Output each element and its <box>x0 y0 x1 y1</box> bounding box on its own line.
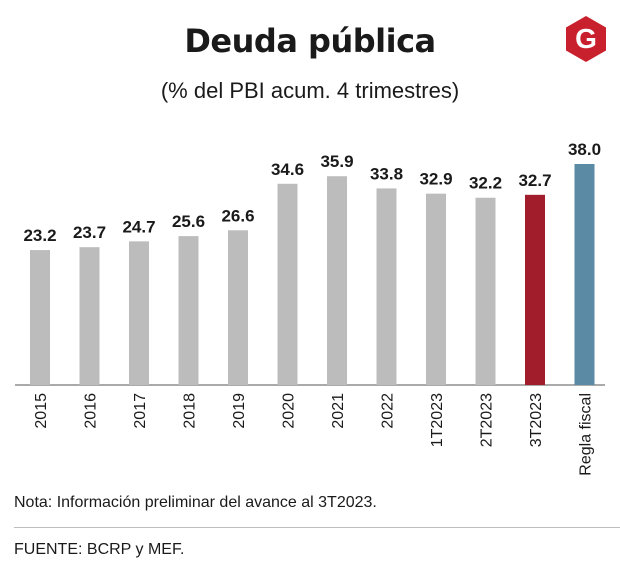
source-note: FUENTE: BCRP y MEF. <box>14 541 185 558</box>
bar-2018 <box>178 236 199 385</box>
footnote: Nota: Información preliminar del avance … <box>14 494 377 511</box>
data-label: 23.7 <box>73 223 106 242</box>
x-tick-label: 2021 <box>330 393 347 429</box>
data-label: 25.6 <box>172 212 205 231</box>
bar-2015 <box>30 250 50 385</box>
data-label: 23.2 <box>23 226 56 245</box>
x-tick-label: 2017 <box>132 393 149 429</box>
x-tick-label: 2018 <box>182 393 199 429</box>
data-label: 35.9 <box>320 152 353 171</box>
bar-2022 <box>376 188 397 385</box>
data-label: 32.7 <box>518 171 551 190</box>
bar-2020 <box>277 183 298 385</box>
bar-2t2023 <box>475 197 496 385</box>
bar-regla-fiscal <box>574 164 595 385</box>
data-label: 24.7 <box>122 217 155 236</box>
x-tick-label: 1T2023 <box>429 393 446 447</box>
data-label: 32.9 <box>419 170 452 189</box>
x-tick-label: 2T2023 <box>479 393 496 447</box>
x-tick-label: Regla fiscal <box>578 393 595 476</box>
bar-2019 <box>228 230 248 385</box>
x-tick-label: 2019 <box>231 393 248 429</box>
footer-divider <box>14 527 620 528</box>
bar-2016 <box>79 247 100 385</box>
bar-3t2023 <box>525 194 545 385</box>
chart-subtitle: (% del PBI acum. 4 trimestres) <box>160 78 460 103</box>
x-tick-label: 2015 <box>33 393 50 429</box>
x-tick-label: 2020 <box>281 393 298 429</box>
logo-hexagon <box>566 16 606 62</box>
chart-title: Deuda pública <box>184 22 436 60</box>
x-tick-label: 2022 <box>380 393 397 429</box>
data-label: 38.0 <box>568 140 601 159</box>
brand-logo: G <box>566 16 606 62</box>
data-label: 26.6 <box>221 206 254 225</box>
data-label: 33.8 <box>370 164 403 183</box>
bar-2017 <box>129 241 149 385</box>
x-tick-label: 3T2023 <box>528 393 545 447</box>
bar-1t2023 <box>426 193 446 385</box>
x-tick-label: 2016 <box>83 393 100 429</box>
bar-2021 <box>327 176 347 385</box>
data-label: 34.6 <box>271 160 304 179</box>
data-label: 32.2 <box>469 174 502 193</box>
bar-chart: 23.2 2015 23.7 2016 24.7 2017 25.6 2018 26.6 2019… <box>15 140 605 476</box>
logo-letter: G <box>575 23 597 54</box>
